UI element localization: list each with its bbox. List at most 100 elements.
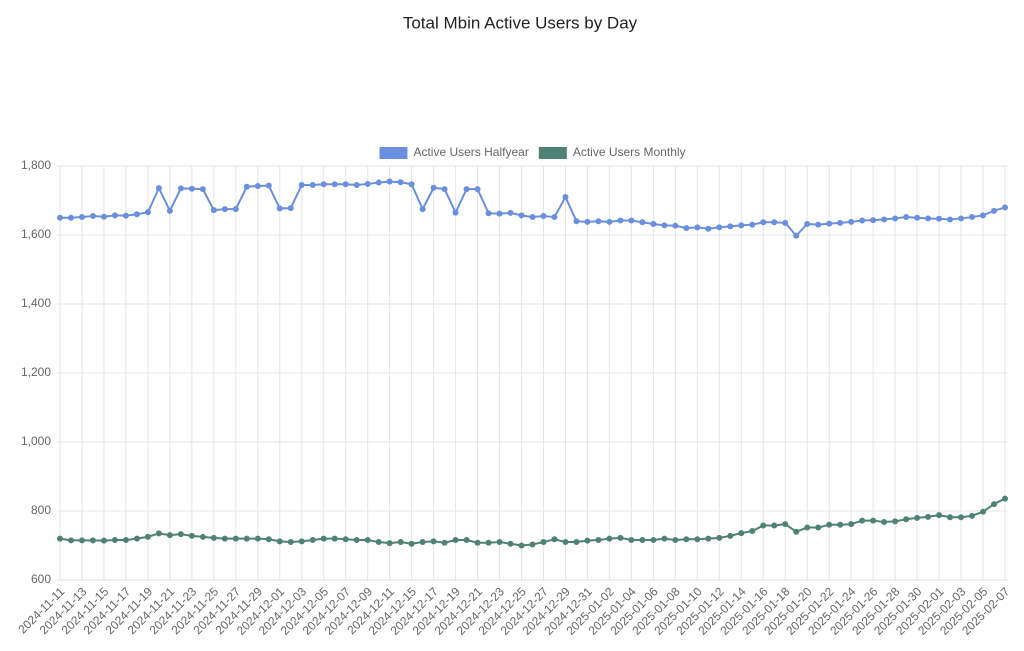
- data-point: [177, 185, 184, 192]
- data-point: [815, 221, 822, 228]
- chart-title: Total Mbin Active Users by Day: [403, 13, 638, 32]
- data-point: [1002, 495, 1008, 502]
- data-point: [507, 540, 514, 547]
- data-point: [925, 215, 932, 222]
- data-point: [551, 214, 558, 221]
- data-point: [298, 181, 305, 188]
- data-point: [540, 213, 547, 220]
- data-point: [57, 535, 63, 542]
- data-point: [254, 535, 261, 542]
- data-point: [639, 536, 646, 543]
- data-point: [419, 206, 426, 213]
- data-point: [243, 183, 250, 190]
- data-point: [760, 219, 767, 226]
- data-point: [89, 213, 96, 220]
- data-point: [903, 516, 910, 523]
- data-point: [826, 220, 833, 227]
- data-point: [980, 508, 987, 515]
- data-point: [210, 207, 217, 214]
- data-point: [947, 514, 954, 521]
- data-point: [606, 535, 613, 542]
- data-point: [815, 524, 822, 531]
- data-point: [562, 539, 569, 546]
- y-tick-label: 800: [31, 503, 51, 517]
- data-point: [397, 539, 404, 546]
- data-point: [309, 536, 316, 543]
- data-point: [452, 536, 459, 543]
- y-tick-label: 1,800: [21, 158, 51, 172]
- data-point: [353, 536, 360, 543]
- data-point: [804, 220, 811, 227]
- data-point: [474, 186, 481, 193]
- data-point: [155, 530, 162, 537]
- data-point: [276, 205, 283, 212]
- data-point: [518, 542, 525, 549]
- data-point: [353, 181, 360, 188]
- data-point: [100, 213, 107, 220]
- data-point: [628, 536, 635, 543]
- data-point: [870, 217, 877, 224]
- data-point: [870, 517, 877, 524]
- data-point: [584, 218, 591, 225]
- data-point: [1002, 204, 1008, 211]
- data-point: [661, 535, 668, 542]
- data-point: [749, 221, 756, 228]
- data-point: [584, 537, 591, 544]
- data-point: [738, 530, 745, 537]
- data-point: [760, 522, 767, 529]
- data-point: [331, 181, 338, 188]
- data-point: [881, 519, 888, 526]
- data-point: [672, 536, 679, 543]
- data-point: [826, 521, 833, 528]
- data-point: [914, 214, 921, 221]
- data-point: [386, 178, 393, 185]
- data-point: [265, 536, 272, 543]
- data-point: [848, 218, 855, 225]
- data-point: [804, 524, 811, 531]
- data-point: [859, 517, 866, 524]
- data-point: [133, 535, 140, 542]
- y-tick-label: 1,000: [21, 434, 51, 448]
- data-point: [364, 536, 371, 543]
- data-point: [705, 225, 712, 232]
- data-point: [287, 539, 294, 546]
- data-point: [430, 184, 437, 191]
- data-point: [485, 210, 492, 217]
- data-point: [463, 186, 470, 193]
- data-point: [914, 514, 921, 521]
- data-point: [650, 536, 657, 543]
- data-point: [518, 212, 525, 219]
- legend-swatch: [379, 147, 408, 159]
- data-point: [199, 533, 206, 540]
- data-point: [408, 181, 415, 188]
- data-point: [727, 223, 734, 230]
- data-point: [562, 194, 569, 201]
- y-tick-label: 1,400: [21, 296, 51, 310]
- data-point: [221, 206, 228, 213]
- data-point: [958, 514, 965, 521]
- data-point: [243, 535, 250, 542]
- data-point: [166, 532, 173, 539]
- data-point: [287, 205, 294, 212]
- data-point: [617, 534, 624, 541]
- data-point: [122, 536, 129, 543]
- data-point: [144, 209, 151, 216]
- data-point: [672, 222, 679, 229]
- data-point: [166, 207, 173, 214]
- data-point: [793, 528, 800, 535]
- data-point: [661, 222, 668, 229]
- data-point: [881, 216, 888, 223]
- data-point: [716, 534, 723, 541]
- data-point: [848, 521, 855, 528]
- data-point: [342, 536, 349, 543]
- data-point: [452, 209, 459, 216]
- data-point: [100, 537, 107, 544]
- data-point: [342, 181, 349, 188]
- data-point: [496, 210, 503, 217]
- data-point: [683, 536, 690, 543]
- data-point: [628, 217, 635, 224]
- legend-label: Active Users Monthly: [573, 145, 686, 159]
- data-point: [474, 539, 481, 546]
- data-point: [309, 181, 316, 188]
